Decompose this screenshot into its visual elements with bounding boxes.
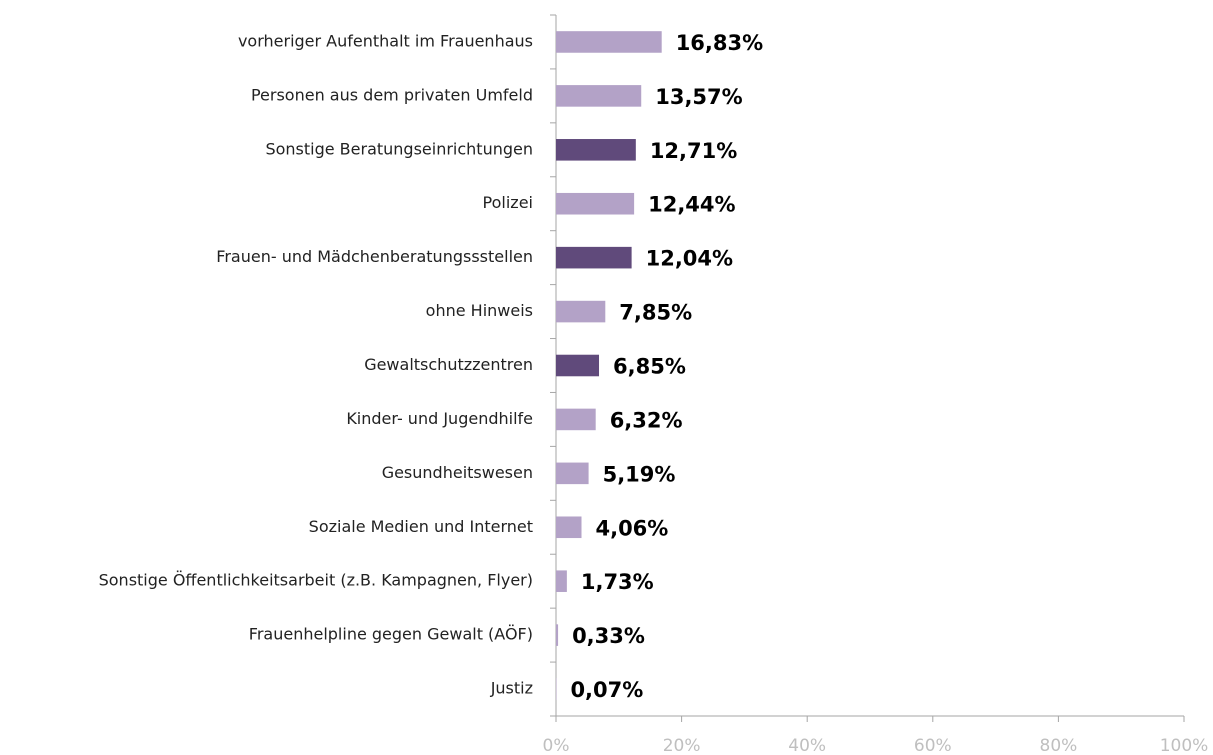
y-tick-label: Gesundheitswesen bbox=[382, 463, 533, 482]
x-tick-label: 40% bbox=[788, 736, 826, 755]
y-tick-label: Frauenhelpline gegen Gewalt (AÖF) bbox=[249, 625, 533, 644]
bar bbox=[556, 624, 559, 646]
bar bbox=[556, 85, 642, 107]
bar bbox=[556, 354, 600, 377]
bar bbox=[556, 192, 635, 215]
value-label: 16,83% bbox=[676, 31, 763, 55]
value-label: 13,57% bbox=[655, 85, 742, 109]
y-tick-label: Sonstige Beratungseinrichtungen bbox=[265, 139, 533, 158]
y-tick-label: Soziale Medien und Internet bbox=[309, 517, 533, 536]
value-label: 6,85% bbox=[613, 355, 686, 379]
y-tick-label: ohne Hinweis bbox=[426, 301, 533, 320]
y-tick-label: Kinder- und Jugendhilfe bbox=[346, 409, 533, 428]
value-label: 12,71% bbox=[650, 139, 737, 163]
value-label: 7,85% bbox=[619, 301, 692, 325]
bar bbox=[556, 516, 582, 539]
value-label: 1,73% bbox=[581, 570, 654, 594]
value-label: 0,33% bbox=[572, 624, 645, 648]
y-tick-label: Sonstige Öffentlichkeitsarbeit (z.B. Kam… bbox=[99, 571, 533, 590]
value-label: 4,06% bbox=[595, 516, 668, 540]
y-tick-label: Personen aus dem privaten Umfeld bbox=[251, 85, 533, 104]
value-label: 6,32% bbox=[610, 408, 683, 432]
bar bbox=[556, 31, 662, 53]
x-tick-label: 100% bbox=[1160, 736, 1209, 755]
y-tick-label: vorheriger Aufenthalt im Frauenhaus bbox=[238, 31, 533, 50]
value-label: 5,19% bbox=[603, 462, 676, 486]
bar bbox=[556, 139, 636, 161]
y-tick-label: Frauen- und Mädchenberatungssstellen bbox=[216, 247, 533, 266]
bar bbox=[556, 300, 606, 323]
bar bbox=[556, 408, 596, 431]
value-label: 12,04% bbox=[646, 247, 733, 271]
y-tick-label: Polizei bbox=[483, 193, 533, 212]
value-label: 12,44% bbox=[648, 193, 735, 217]
bar bbox=[556, 462, 589, 485]
x-tick-label: 80% bbox=[1040, 736, 1078, 755]
bar bbox=[556, 246, 632, 269]
y-tick-label: Gewaltschutzzentren bbox=[364, 355, 533, 374]
x-tick-label: 0% bbox=[543, 736, 570, 755]
x-tick-label: 60% bbox=[914, 736, 952, 755]
bar bbox=[556, 570, 567, 592]
y-tick-label: Justiz bbox=[490, 679, 533, 698]
value-label: 0,07% bbox=[570, 678, 643, 702]
x-tick-label: 20% bbox=[663, 736, 701, 755]
